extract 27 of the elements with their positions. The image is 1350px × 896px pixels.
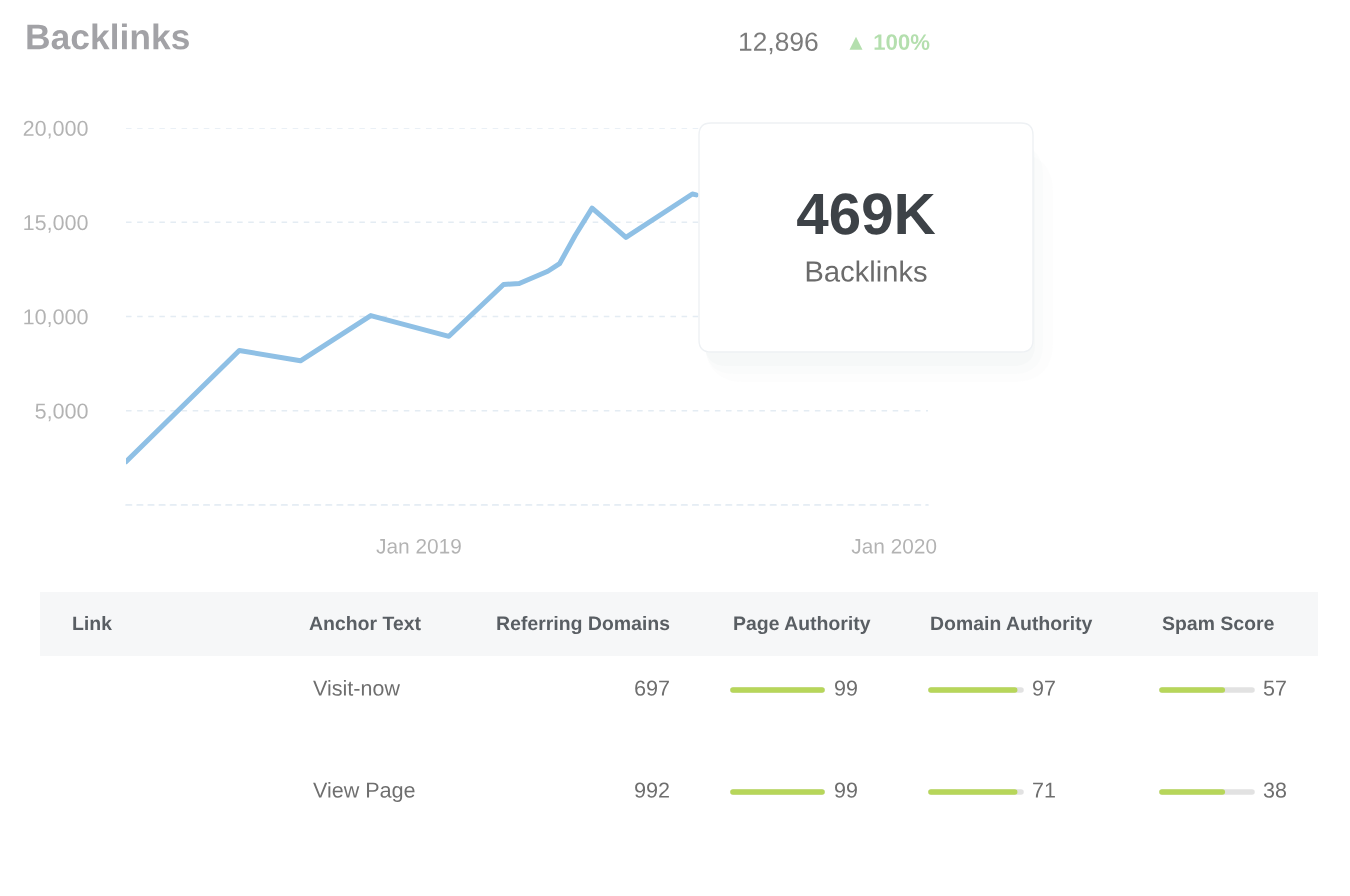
text: Visit-now: [313, 679, 401, 696]
text: ▲ 100%: [849, 34, 930, 50]
text: View Page: [313, 781, 415, 803]
text: Anchor Text: [309, 615, 421, 631]
x-tick-label: Jan 2019: [376, 538, 461, 554]
text: 99: [835, 680, 857, 696]
x-tick-label: Jan 2020: [851, 538, 937, 554]
annotation: Backlinks: [806, 260, 927, 282]
text: 38: [1263, 782, 1287, 798]
annotation: 469K: [797, 193, 936, 235]
text: 12,896: [740, 32, 818, 55]
text: Page Authority: [734, 615, 871, 635]
text: 992: [635, 782, 669, 798]
text: Domain Authority: [931, 615, 1093, 635]
text: Referring Domains: [497, 615, 670, 635]
y-tick-label: 20,000: [23, 120, 88, 139]
chart-title: Backlinks: [27, 23, 189, 50]
text: 99: [835, 782, 857, 798]
text: 97: [1033, 680, 1055, 696]
y-tick-label: 5,000: [35, 403, 88, 422]
text: 697: [635, 680, 669, 696]
y-tick-label: 15,000: [24, 215, 88, 233]
text: Spam Score: [1162, 616, 1274, 635]
y-tick-label: 10,000: [24, 309, 88, 328]
text: Link: [73, 615, 112, 631]
text: 71: [1033, 782, 1055, 798]
text: 57: [1263, 680, 1286, 696]
